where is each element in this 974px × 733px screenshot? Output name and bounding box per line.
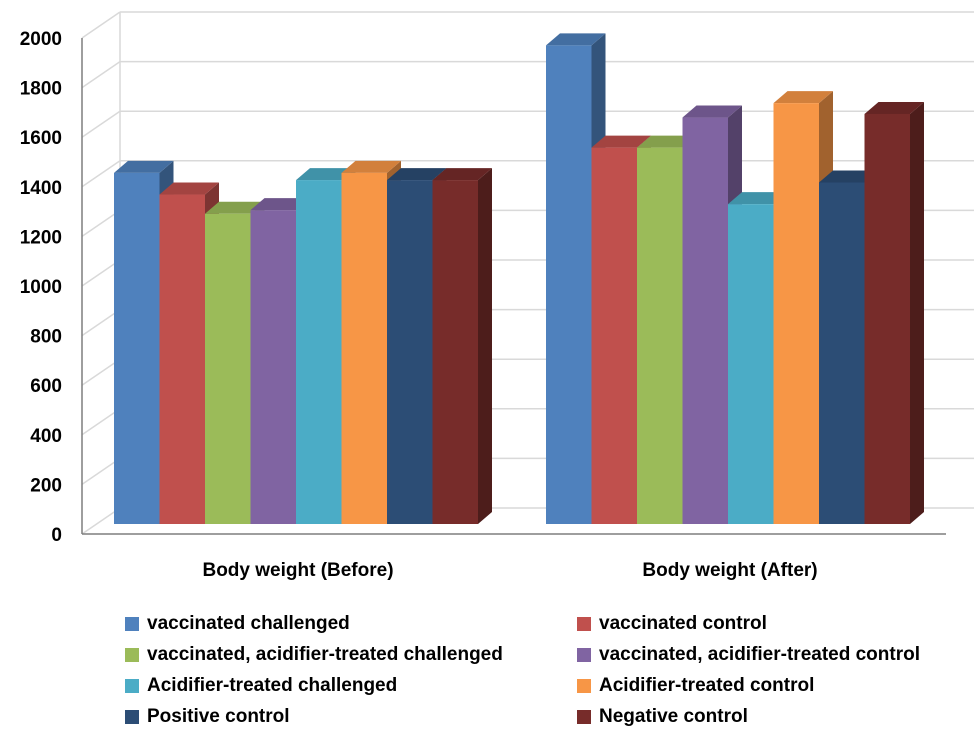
legend-swatch-acidifier-challenged <box>125 679 139 693</box>
y-tick-label: 400 <box>30 426 62 447</box>
bar-front-face <box>773 103 819 524</box>
legend-label: vaccinated control <box>599 613 767 634</box>
legend-swatch-acidifier-control <box>577 679 591 693</box>
bar-top-face <box>341 160 401 173</box>
legend-swatch-vaccinated-control <box>577 617 591 631</box>
y-tick-label: 1600 <box>20 128 62 149</box>
y-tick-label: 800 <box>30 327 62 348</box>
bar-front-face <box>728 204 774 524</box>
legend-item-vaccinated-control: vaccinated control <box>577 609 767 639</box>
y-tick-label: 200 <box>30 475 62 496</box>
bar-front-face <box>159 194 205 524</box>
bar-front-face <box>637 147 683 524</box>
bar-top-face <box>864 101 924 114</box>
bar-top-face <box>205 201 265 214</box>
gridline-depth <box>81 60 121 89</box>
legend-item-acidifier-control: Acidifier-treated control <box>577 671 814 701</box>
y-tick-label: 2000 <box>20 29 62 50</box>
gridline-depth <box>81 308 121 337</box>
bar-top-face <box>159 182 219 195</box>
bar-front-face <box>591 147 637 524</box>
bar-front-face <box>432 180 478 524</box>
legend-item-vaccinated-acidifier-challenged: vaccinated, acidifier-treated challenged <box>125 640 503 670</box>
y-tick-label: 0 <box>51 525 62 546</box>
bar-top-face <box>114 160 174 173</box>
bar-top-face <box>432 168 492 181</box>
legend-swatch-vaccinated-challenged <box>125 617 139 631</box>
bar-top-face <box>250 198 310 211</box>
bar-front-face <box>682 117 728 525</box>
bar <box>864 101 924 524</box>
bar-top-face <box>682 105 742 118</box>
gridline-depth <box>81 358 121 386</box>
bar-top-face <box>296 168 356 181</box>
legend-label: vaccinated challenged <box>147 613 350 634</box>
gridline-depth <box>81 160 121 188</box>
bar-front-face <box>250 210 296 524</box>
legend-item-acidifier-challenged: Acidifier-treated challenged <box>125 671 397 701</box>
y-tick-label: 1800 <box>20 79 62 100</box>
gridline-depth <box>81 408 121 436</box>
bar-top-face <box>819 170 879 183</box>
x-tick-label: Body weight (After) <box>642 560 817 581</box>
legend-label: vaccinated, acidifier-treated challenged <box>147 644 503 665</box>
bar <box>432 168 492 524</box>
legend-item-vaccinated-challenged: vaccinated challenged <box>125 609 350 639</box>
y-tick-label: 1200 <box>20 227 62 248</box>
bar-side-face <box>910 101 924 524</box>
gridline-depth <box>81 209 121 238</box>
legend-label: Acidifier-treated control <box>599 675 815 696</box>
bar-top-face <box>591 135 651 148</box>
legend-swatch-positive-control <box>125 710 139 724</box>
legend-label: Acidifier-treated challenged <box>147 675 398 696</box>
y-tick-label: 1000 <box>20 277 62 298</box>
bar-front-face <box>819 182 865 525</box>
bar-front-face <box>114 172 160 524</box>
legend-swatch-vaccinated-acidifier-control <box>577 648 591 662</box>
bar-top-face <box>637 135 697 148</box>
bar-front-face <box>864 113 910 524</box>
gridline-depth <box>81 457 121 486</box>
bar-side-face <box>478 168 492 524</box>
y-tick-label: 600 <box>30 376 62 397</box>
gridline-depth <box>81 11 121 39</box>
legend-item-vaccinated-acidifier-control: vaccinated, acidifier-treated control <box>577 640 920 670</box>
legend-swatch-vaccinated-acidifier-challenged <box>125 648 139 662</box>
y-tick-label: 1400 <box>20 178 62 199</box>
bar-front-face <box>387 180 433 524</box>
x-tick-label: Body weight (Before) <box>202 560 393 581</box>
legend-item-negative-control: Negative control <box>577 702 748 732</box>
bars <box>114 33 924 525</box>
legend-label: Positive control <box>147 706 290 727</box>
legend-item-positive-control: Positive control <box>125 702 290 732</box>
bar-front-face <box>341 172 387 524</box>
floor-left-edge <box>81 507 121 535</box>
legend-swatch-negative-control <box>577 710 591 724</box>
bar-top-face <box>387 168 447 181</box>
bar-front-face <box>296 180 342 524</box>
bar-front-face <box>546 45 592 524</box>
bar-front-face <box>205 213 251 524</box>
gridline-depth <box>81 259 121 287</box>
bar-top-face <box>546 33 606 46</box>
gridline-depth <box>81 110 121 138</box>
bar-top-face <box>773 91 833 104</box>
legend-label: Negative control <box>599 706 748 727</box>
bar-top-face <box>728 192 788 205</box>
bar-chart: 0 200 400 600 800 1000 1200 1400 1600 1800 2000 Bod… <box>20 11 974 581</box>
legend-label: vaccinated, acidifier-treated control <box>599 644 920 665</box>
